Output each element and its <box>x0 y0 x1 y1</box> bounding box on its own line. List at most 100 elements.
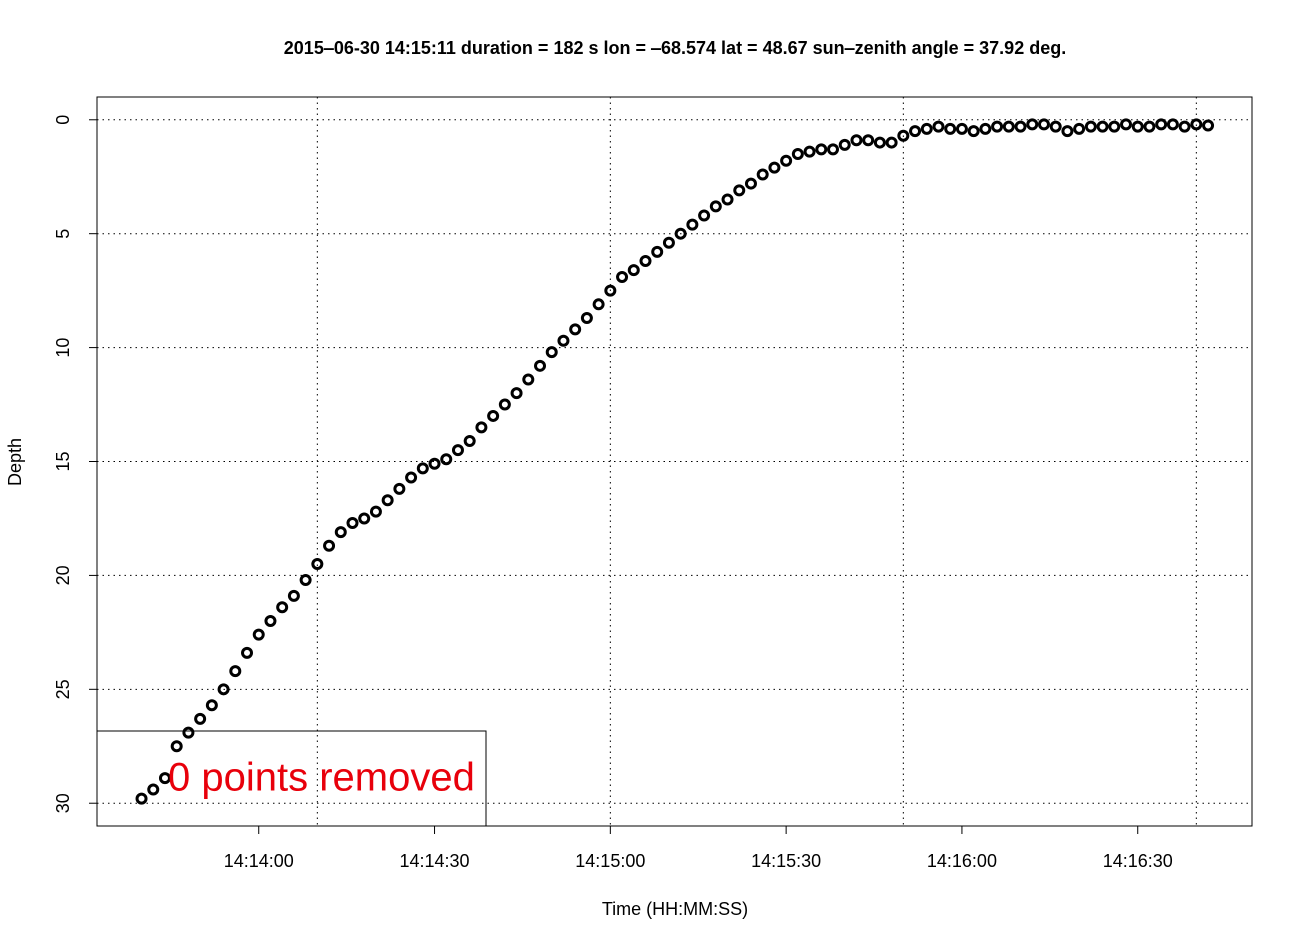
point <box>627 264 640 277</box>
y-tick-label: 30 <box>53 793 73 813</box>
point <box>1061 125 1074 138</box>
point <box>744 177 757 190</box>
point <box>545 346 558 359</box>
y-tick-label: 20 <box>53 565 73 585</box>
point <box>217 683 230 696</box>
point <box>885 136 898 149</box>
y-tick-label: 0 <box>53 115 73 125</box>
annotation: 0 points removed <box>168 756 475 800</box>
point <box>838 138 851 151</box>
point <box>1178 120 1191 133</box>
point <box>686 218 699 231</box>
y-tick-label: 25 <box>53 679 73 699</box>
point <box>463 434 476 447</box>
point <box>592 298 605 311</box>
point <box>768 161 781 174</box>
x-tick-label: 14:16:00 <box>927 851 997 871</box>
point <box>1049 120 1062 133</box>
x-tick-label: 14:14:30 <box>399 851 469 871</box>
x-axis-label: Time (HH:MM:SS) <box>602 899 748 919</box>
point <box>252 628 265 641</box>
y-tick-label: 10 <box>53 338 73 358</box>
point <box>803 145 816 158</box>
point <box>276 601 289 614</box>
point <box>194 712 207 725</box>
point <box>827 143 840 156</box>
point <box>522 373 535 386</box>
point <box>311 558 324 571</box>
y-axis-label: Depth <box>5 438 25 486</box>
point <box>616 270 629 283</box>
x-tick-label: 14:15:00 <box>575 851 645 871</box>
point <box>323 539 336 552</box>
point <box>205 699 218 712</box>
point <box>1166 118 1179 131</box>
point <box>1002 120 1015 133</box>
point <box>1096 120 1109 133</box>
point <box>428 457 441 470</box>
point <box>1120 118 1133 131</box>
point <box>991 120 1004 133</box>
point <box>405 471 418 484</box>
point <box>873 136 886 149</box>
point <box>416 462 429 475</box>
point <box>944 122 957 135</box>
x-tick-label: 14:15:30 <box>751 851 821 871</box>
point <box>639 255 652 268</box>
point <box>979 122 992 135</box>
plot-frame <box>96 96 1253 827</box>
point <box>651 245 664 258</box>
point <box>674 227 687 240</box>
chart-title: 2015‒06‑30 14:15:11 duration = 182 s lon… <box>284 38 1066 58</box>
point <box>1155 118 1168 131</box>
point <box>1037 118 1050 131</box>
point <box>580 311 593 324</box>
point <box>756 168 769 181</box>
point <box>967 125 980 138</box>
point <box>780 154 793 167</box>
point <box>1014 120 1027 133</box>
point <box>369 505 382 518</box>
point <box>287 589 300 602</box>
point <box>358 512 371 525</box>
point <box>534 359 547 372</box>
point <box>1131 120 1144 133</box>
point <box>1202 119 1215 132</box>
annotation-box <box>96 730 487 827</box>
point <box>698 209 711 222</box>
point <box>1073 122 1086 135</box>
point <box>264 614 277 627</box>
point <box>158 772 171 785</box>
point <box>932 120 945 133</box>
point <box>147 783 160 796</box>
point <box>733 184 746 197</box>
point <box>170 740 183 753</box>
point <box>791 147 804 160</box>
point <box>1026 118 1039 131</box>
x-tick-label: 14:14:00 <box>224 851 294 871</box>
point <box>850 134 863 147</box>
point <box>909 125 922 138</box>
point <box>241 646 254 659</box>
point <box>498 398 511 411</box>
point <box>182 726 195 739</box>
point <box>135 792 148 805</box>
point <box>393 482 406 495</box>
x-tick-label: 14:16:30 <box>1103 851 1173 871</box>
point <box>475 421 488 434</box>
point <box>334 526 347 539</box>
point <box>510 387 523 400</box>
point <box>229 665 242 678</box>
point <box>955 122 968 135</box>
point <box>709 200 722 213</box>
y-tick-label: 5 <box>53 229 73 239</box>
point <box>487 409 500 422</box>
point <box>1143 120 1156 133</box>
point <box>862 134 875 147</box>
point <box>451 444 464 457</box>
point <box>1084 120 1097 133</box>
point <box>815 143 828 156</box>
point <box>897 129 910 142</box>
point <box>604 284 617 297</box>
